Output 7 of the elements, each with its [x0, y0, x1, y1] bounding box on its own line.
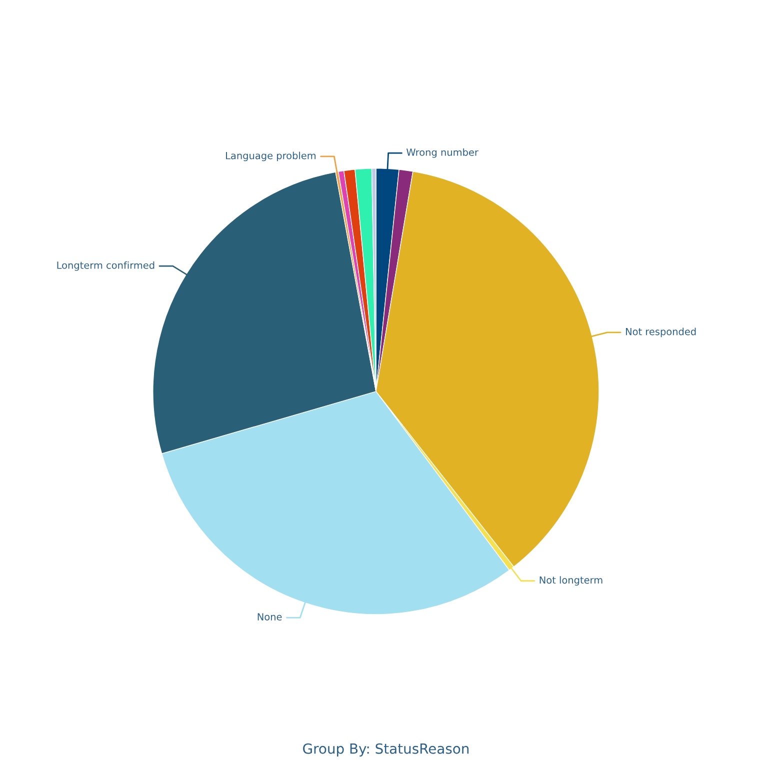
- slice-label: Wrong number: [406, 148, 478, 158]
- text: Group By: StatusReason: [303, 743, 469, 757]
- slice-label: Not longterm: [540, 576, 602, 586]
- slice-label: Longterm confirmed: [57, 261, 154, 271]
- slice-label: Language problem: [226, 152, 316, 162]
- slice-label: Not responded: [626, 328, 696, 338]
- slice-label: None: [258, 613, 282, 620]
